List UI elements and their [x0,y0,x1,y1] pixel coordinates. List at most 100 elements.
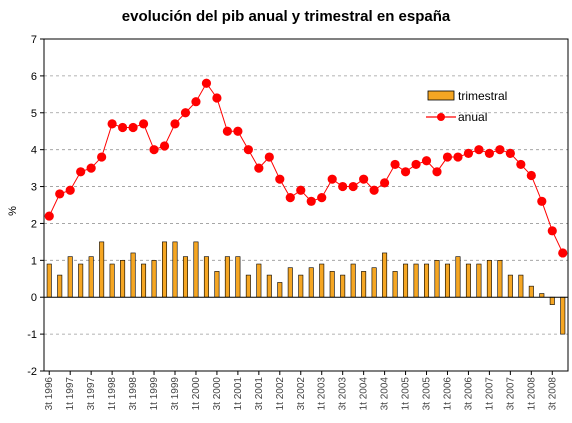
x-tick-label: 3t 1997 [86,377,97,411]
point-anual [327,174,337,184]
y-tick-label: -2 [27,366,37,378]
point-anual [495,145,505,155]
y-tick-label: 3 [31,182,37,194]
point-anual [275,174,285,184]
legend: trimestral anual [426,89,507,124]
x-tick-label: 3t 2007 [505,377,516,411]
bar-trimestral [455,256,461,298]
y-axis-ticks: -2 -1 0 1 2 3 4 5 6 7 [27,34,44,378]
bar-trimestral [151,260,157,298]
x-tick-label: 1t 2000 [191,377,202,411]
x-tick-label: 3t 1999 [170,377,181,411]
bar-trimestral [78,263,84,298]
bar-trimestral [403,263,409,298]
point-anual [432,167,442,177]
bar-trimestral [298,274,304,298]
point-anual [44,211,54,221]
bar-series-trimestral [46,241,566,335]
y-tick-label: 7 [31,34,37,46]
x-tick-label: 1t 2003 [317,377,328,411]
bar-trimestral [497,260,503,298]
point-anual [484,148,494,158]
point-anual [411,159,421,170]
point-anual [86,163,96,173]
bar-trimestral [130,252,136,298]
bar-trimestral [203,256,209,298]
bar-trimestral [46,263,52,298]
bar-trimestral [539,293,545,298]
point-anual [547,226,557,236]
bar-trimestral [560,296,566,335]
point-anual [296,185,306,195]
x-tick-label: 1t 2005 [401,377,412,411]
point-anual [118,122,128,133]
y-tick-label: -1 [27,329,37,341]
bar-trimestral [444,263,450,298]
bar-trimestral [528,285,534,298]
bar-trimestral [361,271,367,298]
point-anual [359,174,369,184]
bar-trimestral [162,241,168,298]
bar-trimestral [193,241,199,298]
bar-trimestral [549,296,555,305]
bar-trimestral [67,256,73,298]
bar-trimestral [172,241,178,298]
bar-trimestral [57,274,63,298]
point-anual [55,189,65,199]
point-anual [138,119,149,129]
legend-marker-anual [437,113,445,121]
x-tick-label: 1t 2001 [233,377,244,411]
bar-trimestral [182,256,188,298]
point-anual [442,152,453,162]
y-tick-label: 6 [31,71,37,83]
x-tick-label: 3t 1998 [128,377,139,411]
x-axis-ticks: 3t 1996 1t 1997 3t 1997 1t 1998 3t 1998 1t 19… [44,371,558,410]
point-anual [285,193,295,203]
point-anual [453,152,463,162]
x-tick-label: 1t 2002 [275,377,286,411]
axes [43,38,569,372]
bar-trimestral [308,267,314,298]
bar-trimestral [287,267,293,298]
bar-trimestral [141,263,147,298]
chart-title: evolución del pib anual y trimestral en … [121,8,451,25]
point-anual [149,145,159,155]
line-anual-path [48,82,564,254]
y-tick-label: 5 [31,108,37,120]
x-tick-label: 3t 1996 [44,377,55,411]
point-anual [233,126,243,136]
y-tick-label: 2 [31,218,37,230]
point-anual [474,145,484,155]
bar-trimestral [476,263,482,298]
line-series-anual [44,78,568,258]
bar-trimestral [371,267,377,298]
point-anual [463,148,474,158]
point-anual [264,152,274,162]
x-tick-label: 1t 1999 [149,377,160,411]
x-tick-label: 3t 2001 [254,377,265,411]
point-anual [537,196,547,206]
point-anual [170,119,180,129]
x-tick-label: 3t 2006 [463,377,474,411]
bar-trimestral [486,260,492,298]
bar-trimestral [266,274,272,298]
x-tick-label: 1t 2008 [526,377,537,411]
bar-trimestral [424,263,430,298]
point-anual [76,167,86,177]
x-tick-label: 3t 2000 [212,377,223,411]
legend-label-trimestral: trimestral [458,89,507,103]
bar-trimestral [88,256,94,298]
point-anual [65,185,75,195]
y-tick-label: 0 [31,292,37,304]
bar-trimestral [465,263,471,298]
point-anual [400,167,411,177]
bar-trimestral [319,263,325,298]
x-tick-label: 1t 1997 [65,377,76,411]
plot-frame [43,38,569,372]
point-anual [390,159,400,170]
y-tick-label: 1 [31,255,37,267]
point-anual [338,181,348,192]
bar-trimestral [340,274,346,298]
bar-trimestral [507,274,513,298]
bar-trimestral [109,263,115,298]
